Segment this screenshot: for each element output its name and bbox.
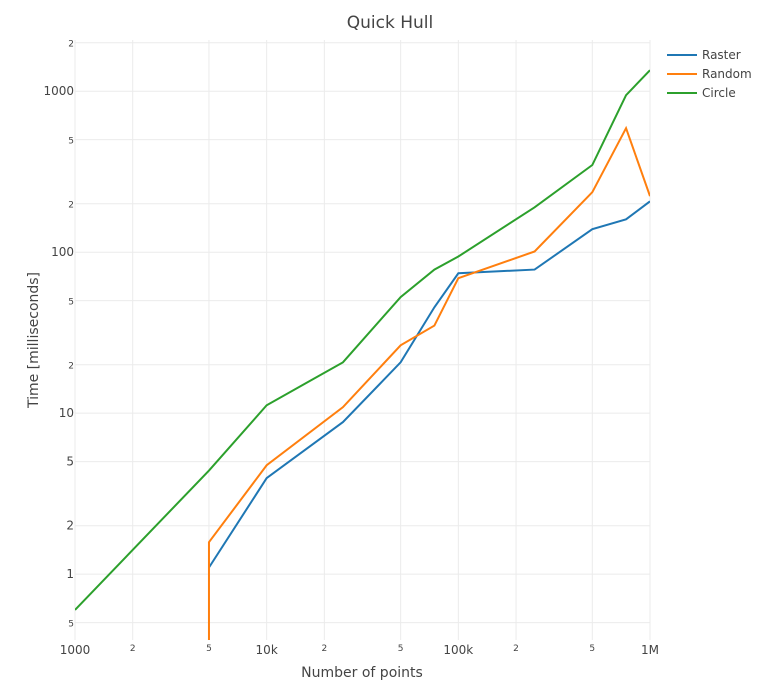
legend-label: Random	[702, 67, 752, 81]
data-line	[207, 125, 650, 640]
y-tick-label: 2	[66, 519, 74, 533]
chart-title: Quick Hull	[347, 13, 433, 33]
y-tick-label: 2	[68, 201, 74, 211]
x-tick-label: 1000	[60, 643, 91, 657]
x-tick-label: 2	[321, 644, 327, 654]
y-tick-label: 5	[68, 298, 74, 308]
x-tick-label: 5	[589, 644, 595, 654]
x-tick-label: 100k	[443, 643, 473, 657]
data-line	[75, 69, 650, 611]
y-tick-label: 5	[66, 455, 74, 469]
y-axis-label: Time [milliseconds]	[26, 272, 42, 409]
x-tick-label: 2	[130, 644, 136, 654]
y-tick-label: 1	[66, 567, 74, 581]
y-tick-label: 10	[59, 406, 74, 420]
y-tick-label: 5	[68, 137, 74, 147]
y-tick-label: 100	[51, 245, 74, 259]
x-tick-label: 2	[513, 644, 519, 654]
y-tick-label: 2	[68, 362, 74, 372]
legend-label: Raster	[702, 48, 741, 62]
data-line	[208, 200, 650, 569]
x-tick-label: 5	[206, 644, 212, 654]
x-axis-label: Number of points	[301, 665, 423, 681]
x-tick-label: 5	[398, 644, 404, 654]
y-tick-label: 1000	[43, 84, 74, 98]
y-tick-label: 2	[68, 40, 74, 50]
x-tick-label: 1M	[641, 643, 659, 657]
y-tick-label: 5	[68, 620, 74, 630]
legend-label: Circle	[702, 86, 736, 100]
x-tick-label: 10k	[256, 643, 278, 657]
